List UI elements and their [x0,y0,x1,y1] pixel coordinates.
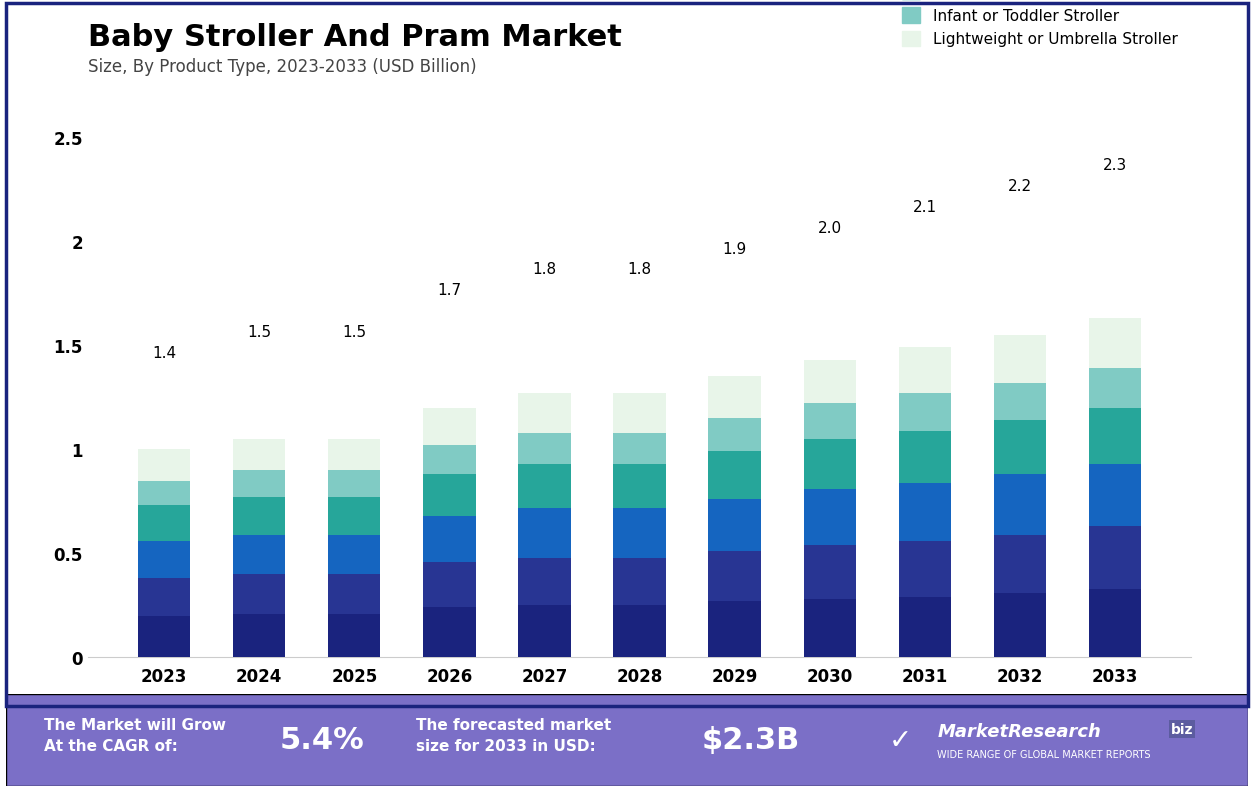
Text: MarketResearch: MarketResearch [938,722,1101,739]
FancyBboxPatch shape [6,694,1248,786]
Bar [709,500,761,552]
Bar [899,431,951,483]
Text: 2.3: 2.3 [1102,158,1127,173]
Text: 1.7: 1.7 [438,283,461,298]
Bar [613,394,666,433]
Bar [899,541,951,597]
Bar [1088,408,1141,464]
Legend: Pram, Sports Stroller, Standard or Traditional Stroller, Multi-child Stroller, I: Pram, Sports Stroller, Standard or Tradi… [897,0,1184,54]
Bar [138,450,191,481]
Bar [423,446,475,475]
Bar [993,383,1046,420]
Text: 2.2: 2.2 [1008,179,1032,194]
Bar [138,541,191,578]
Bar [518,558,571,606]
Bar [329,497,380,535]
Bar [709,377,761,419]
Bar [709,602,761,658]
Bar [233,614,286,658]
Bar [899,483,951,541]
Bar [709,419,761,452]
Bar [423,408,475,446]
Bar [138,616,191,658]
Bar [899,394,951,431]
Text: Size, By Product Type, 2023-2033 (USD Billion): Size, By Product Type, 2023-2033 (USD Bi… [88,59,477,76]
Bar [423,516,475,562]
Bar [233,497,286,535]
Bar [613,508,666,558]
Text: The Market will Grow
At the CAGR of:: The Market will Grow At the CAGR of: [44,717,226,753]
Text: 1.5: 1.5 [342,325,366,339]
Text: 1.9: 1.9 [722,241,746,257]
Bar [993,593,1046,658]
Bar [329,535,380,574]
Bar [804,360,856,404]
Bar [804,489,856,545]
Text: Baby Stroller And Pram Market: Baby Stroller And Pram Market [88,23,622,52]
Text: biz: biz [1171,722,1194,735]
Text: ✓: ✓ [889,726,912,754]
Bar [709,552,761,602]
Bar [423,562,475,608]
Bar [233,439,286,471]
Bar [1088,369,1141,408]
Bar [518,433,571,464]
Bar [1088,464,1141,527]
Bar [804,545,856,599]
Bar [233,574,286,614]
Text: $2.3B: $2.3B [701,725,800,755]
Bar [138,506,191,541]
Bar [329,439,380,471]
Bar [993,420,1046,475]
Bar [1088,527,1141,589]
Bar [423,475,475,516]
Bar [518,464,571,508]
Bar [613,433,666,464]
Bar [993,535,1046,593]
Text: The forecasted market
size for 2033 in USD:: The forecasted market size for 2033 in U… [416,717,611,753]
Bar [804,439,856,489]
Bar [329,574,380,614]
Bar [329,614,380,658]
Bar [804,404,856,439]
Text: 1.4: 1.4 [152,346,176,360]
Bar [1088,589,1141,658]
Bar [993,475,1046,535]
Bar [518,606,571,658]
Text: 1.5: 1.5 [247,325,271,339]
Text: 1.8: 1.8 [627,262,652,277]
Bar [709,452,761,500]
Bar [804,599,856,658]
Text: 5.4%: 5.4% [280,725,364,755]
Text: 2.0: 2.0 [818,221,841,236]
Bar [899,597,951,658]
Bar [233,471,286,497]
Text: 2.1: 2.1 [913,200,937,215]
Bar [613,606,666,658]
Bar [518,394,571,433]
Bar [138,578,191,616]
Bar [613,558,666,606]
Bar [518,508,571,558]
Bar [899,348,951,394]
Bar [138,481,191,506]
Bar [423,608,475,658]
Bar [613,464,666,508]
Text: WIDE RANGE OF GLOBAL MARKET REPORTS: WIDE RANGE OF GLOBAL MARKET REPORTS [938,749,1151,759]
Text: 1.8: 1.8 [533,262,557,277]
Bar [993,335,1046,383]
Bar [329,471,380,497]
Bar [233,535,286,574]
Bar [1088,318,1141,369]
